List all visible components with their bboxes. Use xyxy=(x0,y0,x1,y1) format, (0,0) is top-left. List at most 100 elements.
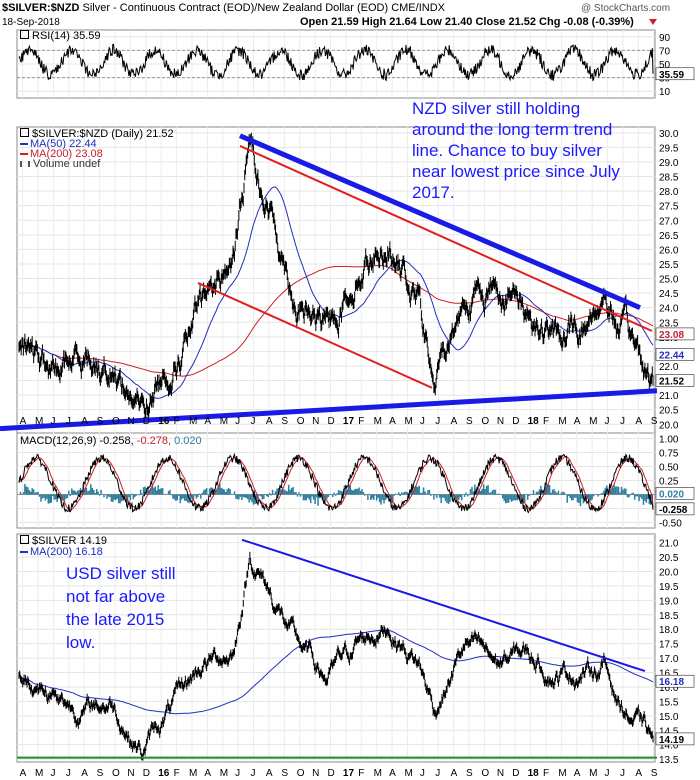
macd-hist-last-value-box xyxy=(655,487,695,500)
usd-month-label: 17 xyxy=(343,768,355,779)
nzd-month-label: N xyxy=(127,416,134,427)
nzd-month-label: D xyxy=(143,416,150,427)
usd-month-label: A xyxy=(574,768,581,779)
nzd-tick-label: 24.0 xyxy=(659,304,679,315)
nzd-last-value: 21.52 xyxy=(659,377,684,388)
nzd-month-label: 18 xyxy=(528,416,540,427)
nzd-month-label: A xyxy=(20,416,27,427)
nzd-month-label: A xyxy=(204,416,211,427)
usd-month-label: M xyxy=(589,768,597,779)
nzd-month-label: M xyxy=(189,416,197,427)
nzd-legend: $SILVER:$NZD (Daily) 21.52 MA(50) 22.44 … xyxy=(20,128,174,170)
usd-month-label: J xyxy=(420,768,425,779)
ma200-swatch-icon xyxy=(20,153,28,156)
nzd-ma50-last-value-box xyxy=(655,348,695,361)
usd-month-label: M xyxy=(374,768,382,779)
macd-tick-label: 0.25 xyxy=(659,477,679,488)
nzd-month-label: M xyxy=(558,416,566,427)
usd-tick-label: 21.0 xyxy=(659,539,679,550)
down-arrow-icon xyxy=(649,19,657,25)
usd-month-label: N xyxy=(127,768,134,779)
nzd-tick-label: 25.5 xyxy=(659,260,679,271)
nzd-ma200-line xyxy=(18,265,654,377)
usd-annotation-line: not far above xyxy=(66,587,166,606)
nzd-month-label: N xyxy=(312,416,319,427)
nzd-month-label: M xyxy=(35,416,43,427)
nzd-month-label: A xyxy=(635,416,642,427)
usd-month-label: A xyxy=(81,768,88,779)
nzd-annotation-line: around the long term trend xyxy=(412,120,613,139)
usd-month-label: J xyxy=(66,768,71,779)
nzd-tick-label: 20.0 xyxy=(659,420,679,431)
usd-month-label: A xyxy=(204,768,211,779)
usd-ma200-last-value-box xyxy=(655,674,695,688)
nzd-tick-label: 25.0 xyxy=(659,275,679,286)
nzd-ma50-last-value: 22.44 xyxy=(659,350,684,361)
nzd-tick-label: 27.0 xyxy=(659,216,679,227)
nzd-annotation-line: NZD silver still holding xyxy=(412,99,581,118)
nzd-channel-lower-line xyxy=(197,282,433,389)
usd-month-label: D xyxy=(512,768,519,779)
macd-hist-last-value: 0.020 xyxy=(659,489,684,500)
nzd-month-label: F xyxy=(543,416,549,427)
usd-month-label: S xyxy=(466,768,473,779)
usd-ma200-line xyxy=(18,629,654,715)
nzd-month-label: D xyxy=(512,416,519,427)
nzd-tick-label: 30.0 xyxy=(659,129,679,140)
usd-month-label: F xyxy=(358,768,364,779)
usd-month-label: O xyxy=(112,768,120,779)
macd-tick-label: 0.75 xyxy=(659,449,679,460)
rsi-line xyxy=(18,43,654,82)
usd-month-label: M xyxy=(404,768,412,779)
ohlc-label: Open 21.59 High 21.64 Low 21.40 Close 21… xyxy=(300,16,634,28)
nzd-tick-label: 24.5 xyxy=(659,289,679,300)
usd-month-label: M xyxy=(35,768,43,779)
nzd-month-label: A xyxy=(81,416,88,427)
usd-month-label: N xyxy=(497,768,504,779)
nzd-annotation-line: near lowest price since July xyxy=(412,162,620,181)
nzd-month-label: J xyxy=(605,416,610,427)
usd-legend: $SILVER 14.19 MA(200) 16.18 xyxy=(20,535,107,558)
usd-month-label: M xyxy=(189,768,197,779)
rsi-tick-label: 90 xyxy=(659,33,671,44)
usd-tick-label: 15.0 xyxy=(659,712,679,723)
usd-last-value-box xyxy=(655,732,695,746)
usd-tick-label: 16.0 xyxy=(659,683,679,694)
nzd-ma50-line xyxy=(18,186,654,399)
usd-month-label: J xyxy=(50,768,55,779)
chart-header: $SILVER:$NZD Silver - Continuous Contrac… xyxy=(2,2,445,14)
nzd-last-value-box xyxy=(655,374,695,387)
usd-ma200-last-value: 16.18 xyxy=(659,677,684,688)
nzd-month-label: A xyxy=(389,416,396,427)
watermark: @ StockCharts.com xyxy=(581,3,671,14)
nzd-channel-upper-line xyxy=(239,145,653,332)
usd-annotation-line: low. xyxy=(66,633,96,652)
usd-tick-label: 13.5 xyxy=(659,755,679,766)
nzd-tick-label: 26.0 xyxy=(659,245,679,256)
macd-tick-label: -0.50 xyxy=(659,518,682,529)
nzd-legend-main: $SILVER:$NZD (Daily) 21.52 xyxy=(32,128,174,140)
nzd-month-label: M xyxy=(404,416,412,427)
macd-signal-line xyxy=(18,455,654,511)
usd-month-label: 18 xyxy=(528,768,540,779)
usd-month-label: S xyxy=(281,768,288,779)
usd-tick-label: 20.5 xyxy=(659,553,679,564)
nzd-month-label: S xyxy=(651,416,658,427)
usd-month-label: J xyxy=(251,768,256,779)
rsi-legend: RSI(14) 35.59 xyxy=(20,30,100,42)
symbol-label: $SILVER:$NZD xyxy=(2,2,80,14)
usd-month-label: N xyxy=(312,768,319,779)
usd-month-label: M xyxy=(558,768,566,779)
usd-month-label: F xyxy=(543,768,549,779)
nzd-tick-label: 26.5 xyxy=(659,231,679,242)
macd-last-value: -0.258 xyxy=(659,505,688,516)
usd-legend-main: $SILVER 14.19 xyxy=(32,535,108,547)
nzd-month-label: J xyxy=(420,416,425,427)
nzd-month-label: M xyxy=(589,416,597,427)
nzd-legend-volume: Volume undef xyxy=(33,158,101,170)
usd-month-label: A xyxy=(451,768,458,779)
usd-annotation-line: the late 2015 xyxy=(66,610,165,629)
nzd-month-label: J xyxy=(435,416,440,427)
usd-month-label: D xyxy=(328,768,335,779)
